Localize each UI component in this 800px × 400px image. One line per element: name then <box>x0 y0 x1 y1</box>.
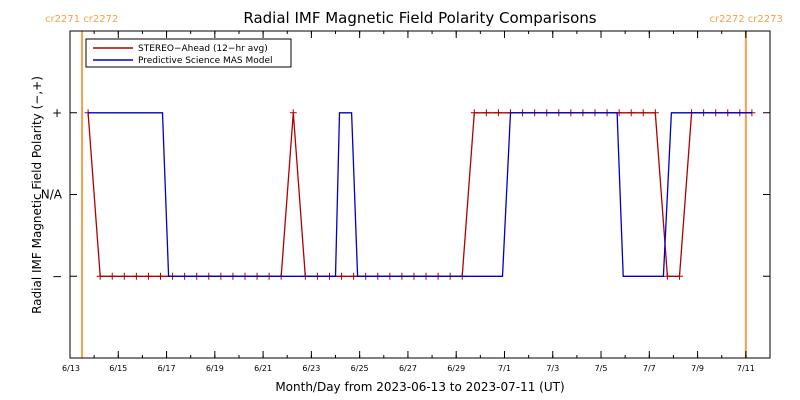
stereo-data-point <box>627 109 635 117</box>
y-tick-label: − <box>52 269 62 283</box>
x-tick-label: 6/27 <box>399 364 417 373</box>
y-axis-ticks: + N/A − <box>41 106 770 283</box>
mas-model-series-line <box>88 112 752 277</box>
x-tick-label: 6/19 <box>206 364 224 373</box>
x-tick-label: 7/1 <box>498 364 511 373</box>
stereo-data-point <box>651 109 659 117</box>
stereo-data-point <box>132 272 140 280</box>
x-tick-label: 6/13 <box>62 364 80 373</box>
stereo-data-point <box>338 272 346 280</box>
x-tick-label: 6/15 <box>109 364 127 373</box>
legend-box <box>85 38 292 68</box>
stereo-data-point <box>482 109 490 117</box>
stereo-data-point <box>639 109 647 117</box>
x-tick-label: 6/29 <box>447 364 465 373</box>
x-tick-label: 7/9 <box>691 364 704 373</box>
stereo-data-point <box>108 272 116 280</box>
series-layer <box>84 109 756 280</box>
legend-label-mas-model: Predictive Science MAS Model <box>138 56 273 66</box>
stereo-data-point <box>675 272 683 280</box>
stereo-data-point <box>350 272 358 280</box>
stereo-data-point <box>663 272 671 280</box>
x-tick-label: 6/25 <box>351 364 369 373</box>
stereo-data-point <box>96 272 104 280</box>
stereo-data-point <box>289 109 297 117</box>
y-axis-label: Radial IMF Magnetic Field Polarity (−,+) <box>30 76 44 314</box>
x-tick-label: 7/3 <box>546 364 559 373</box>
x-tick-label: 7/7 <box>643 364 656 373</box>
y-tick-label: N/A <box>41 188 63 202</box>
stereo-data-point <box>144 272 152 280</box>
legend-label-stereo: STEREO−Ahead (12−hr avg) <box>138 44 268 54</box>
x-tick-label: 6/23 <box>302 364 320 373</box>
x-axis-label: Month/Day from 2023-06-13 to 2023-07-11 … <box>275 380 564 394</box>
x-tick-label: 6/21 <box>254 364 272 373</box>
carrington-label: cr2272 cr2273 <box>710 14 783 25</box>
stereo-data-point <box>120 272 128 280</box>
stereo-data-point <box>157 272 165 280</box>
chart-title: Radial IMF Magnetic Field Polarity Compa… <box>243 9 596 27</box>
carrington-label: cr2271 cr2272 <box>45 14 118 25</box>
carrington-rotation-markers: cr2271 cr2272 cr2272 cr2273 <box>45 14 783 358</box>
stereo-data-point <box>470 109 478 117</box>
legend: STEREO−Ahead (12−hr avg) Predictive Scie… <box>85 38 292 68</box>
x-axis-ticks: 6/13 6/15 6/17 6/19 6/21 6/23 6/25 6/27 6/29 7/1 7… <box>62 31 771 373</box>
x-tick-label: 7/5 <box>595 364 608 373</box>
y-tick-label: + <box>52 106 62 120</box>
x-tick-label: 7/11 <box>737 364 755 373</box>
x-tick-label: 6/17 <box>158 364 176 373</box>
stereo-data-point <box>494 109 502 117</box>
